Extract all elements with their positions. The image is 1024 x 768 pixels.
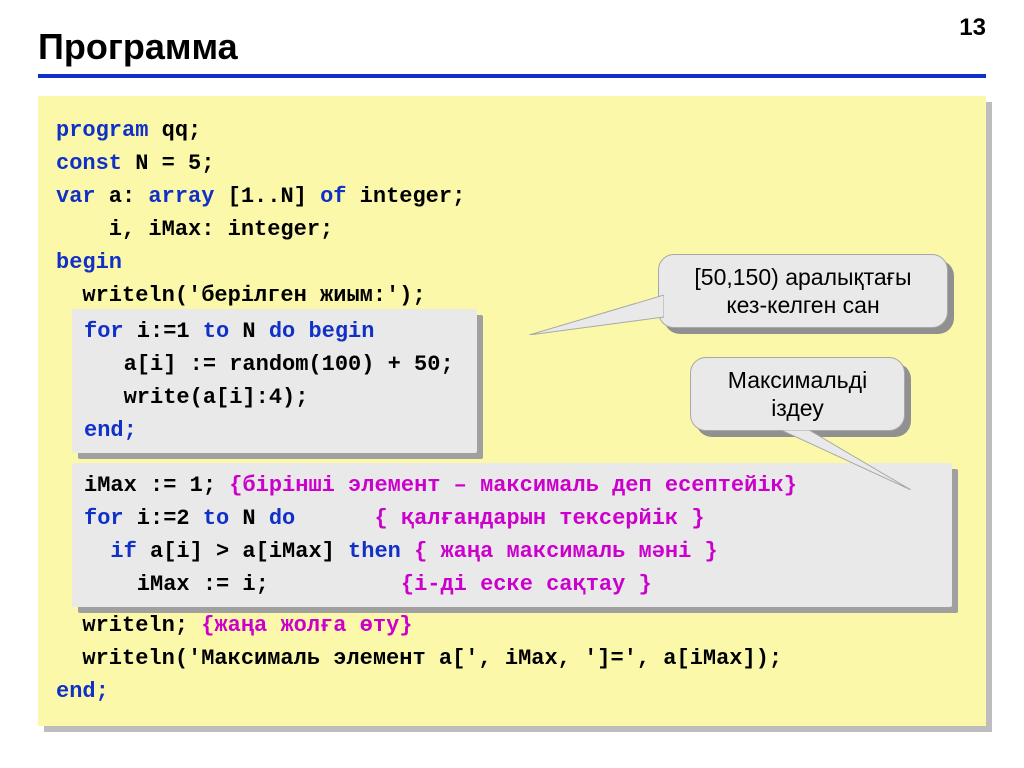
slide: 13 Программа program qq; const N = 5; va… <box>0 0 1024 768</box>
callout-tail-icon <box>529 295 664 335</box>
callout-1-line-2: кез-келген сан <box>677 291 929 319</box>
code-box-1-text: for i:=1 to N do begin a[i] := random(10… <box>84 315 465 447</box>
code-block-main: program qq; const N = 5; var a: array [1… <box>38 96 986 726</box>
callout-find-max: Максимальді іздеу <box>690 357 905 431</box>
slide-title: Программа <box>38 26 986 68</box>
title-rule <box>38 74 986 78</box>
page-number: 13 <box>959 14 986 42</box>
callout-random-range: [50,150) аралықтағы кез-келген сан <box>658 254 948 328</box>
callout-1-line-1: [50,150) аралықтағы <box>677 263 929 291</box>
code-box-random-fill: for i:=1 to N do begin a[i] := random(10… <box>72 309 477 453</box>
callout-tail-icon <box>781 430 911 490</box>
callout-2-line-1: Максимальді <box>709 366 886 394</box>
callout-2-line-2: іздеу <box>709 394 886 422</box>
